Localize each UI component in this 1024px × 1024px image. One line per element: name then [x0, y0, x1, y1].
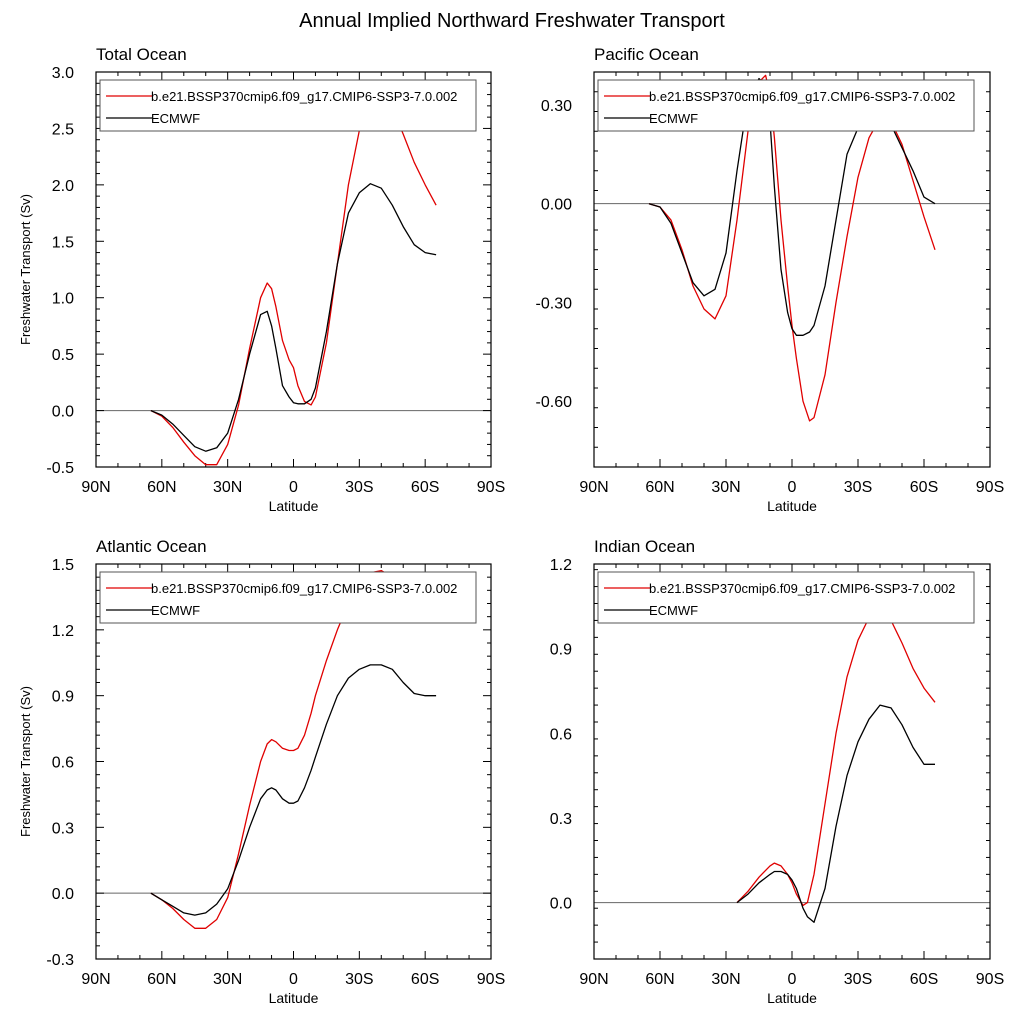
y-tick-label: 1.5	[52, 234, 74, 251]
legend-label: ECMWF	[649, 111, 698, 126]
y-tick-label: 3.0	[52, 65, 74, 82]
x-tick-label: 30N	[213, 971, 242, 988]
y-tick-label: 1.5	[52, 557, 74, 574]
legend: b.e21.BSSP370cmip6.f09_g17.CMIP6-SSP3-7.…	[597, 79, 975, 132]
x-tick-label: 0	[289, 971, 298, 988]
y-axis-label: Freshwater Transport (Sv)	[18, 686, 33, 837]
plot-frame	[95, 563, 492, 960]
legend-label: b.e21.BSSP370cmip6.f09_g17.CMIP6-SSP3-7.…	[649, 581, 955, 596]
legend-box	[597, 571, 975, 624]
plot-frame	[593, 71, 991, 468]
x-tick-label: 90S	[976, 971, 1004, 988]
figure-title: Annual Implied Northward Freshwater Tran…	[299, 10, 725, 32]
y-tick-label: 0.3	[52, 820, 74, 837]
legend-box	[597, 79, 975, 132]
y-tick-label: -0.5	[46, 460, 74, 477]
legend-label: ECMWF	[151, 603, 200, 618]
x-tick-label: 30S	[844, 971, 872, 988]
x-tick-label: 60S	[910, 479, 938, 496]
y-tick-label: 1.2	[52, 623, 74, 640]
panel-title: Indian Ocean	[594, 537, 695, 556]
series-line-ecmwf	[150, 183, 437, 452]
series-line-ecmwf	[736, 704, 935, 923]
x-tick-label: 60N	[645, 971, 674, 988]
x-tick-label: 30S	[345, 971, 373, 988]
y-tick-label: 1.0	[52, 291, 74, 308]
y-tick-label: -0.60	[536, 394, 573, 411]
legend-box	[99, 571, 477, 624]
legend-label: b.e21.BSSP370cmip6.f09_g17.CMIP6-SSP3-7.…	[151, 581, 457, 596]
panel-title: Atlantic Ocean	[96, 537, 207, 556]
chart-panel-1: Total Ocean 90N 60N 30N 0 30S 60S 90S -0.5 0.0 0.5…	[18, 45, 505, 514]
x-tick-label: 30S	[345, 479, 373, 496]
series-line-model	[736, 611, 936, 907]
legend: b.e21.BSSP370cmip6.f09_g17.CMIP6-SSP3-7.…	[99, 571, 477, 624]
x-tick-label: 30S	[844, 479, 872, 496]
y-tick-label: 0.30	[541, 98, 572, 115]
legend: b.e21.BSSP370cmip6.f09_g17.CMIP6-SSP3-7.…	[597, 571, 975, 624]
x-tick-label: 90S	[976, 479, 1004, 496]
legend-label: b.e21.BSSP370cmip6.f09_g17.CMIP6-SSP3-7.…	[649, 89, 955, 104]
x-axis-label: Latitude	[269, 990, 319, 1006]
x-tick-label: 60N	[147, 479, 176, 496]
y-tick-label: 0.0	[52, 404, 74, 421]
y-tick-label: 0.3	[550, 811, 572, 828]
x-tick-label: 0	[788, 971, 797, 988]
x-tick-label: 30N	[711, 479, 740, 496]
x-tick-label: 0	[289, 479, 298, 496]
panel-title: Total Ocean	[96, 45, 187, 64]
chart-panel-2: Pacific Ocean 90N 60N 30N 0 30S 60S 90S -0.60 -0.…	[536, 45, 1005, 514]
x-tick-label: 60S	[910, 971, 938, 988]
y-tick-label: 0.5	[52, 347, 74, 364]
x-axis-label: Latitude	[767, 990, 817, 1006]
legend-label: ECMWF	[151, 111, 200, 126]
x-tick-label: 90N	[579, 479, 608, 496]
x-tick-label: 60N	[645, 479, 674, 496]
x-tick-label: 60S	[411, 971, 439, 988]
y-tick-label: 0.00	[541, 197, 572, 214]
x-axis-label: Latitude	[767, 498, 817, 514]
legend: b.e21.BSSP370cmip6.f09_g17.CMIP6-SSP3-7.…	[99, 79, 477, 132]
x-tick-label: 90N	[81, 479, 110, 496]
y-tick-label: 2.0	[52, 178, 74, 195]
legend-box	[99, 79, 477, 132]
legend-label: b.e21.BSSP370cmip6.f09_g17.CMIP6-SSP3-7.…	[151, 89, 457, 104]
x-tick-label: 90S	[477, 971, 505, 988]
y-axis-label: Freshwater Transport (Sv)	[18, 194, 33, 345]
y-tick-label: 0.6	[550, 726, 572, 743]
x-tick-label: 90N	[579, 971, 608, 988]
x-tick-label: 30N	[711, 971, 740, 988]
y-tick-label: 0.0	[550, 896, 572, 913]
panel-title: Pacific Ocean	[594, 45, 699, 64]
x-axis-label: Latitude	[269, 498, 319, 514]
series-line-model	[150, 569, 437, 929]
legend-label: ECMWF	[649, 603, 698, 618]
series-line-ecmwf	[150, 664, 437, 916]
x-tick-label: 30N	[213, 479, 242, 496]
y-tick-label: 2.5	[52, 121, 74, 138]
plot-frame	[95, 71, 492, 468]
x-tick-label: 60S	[411, 479, 439, 496]
y-tick-label: 1.2	[550, 557, 572, 574]
x-tick-label: 0	[788, 479, 797, 496]
chart-panel-3: Atlantic Ocean 90N 60N 30N 0 30S 60S 90S -0.3 0.0…	[18, 537, 505, 1006]
y-tick-label: 0.6	[52, 755, 74, 772]
x-tick-label: 90S	[477, 479, 505, 496]
y-tick-label: 0.0	[52, 886, 74, 903]
x-tick-label: 90N	[81, 971, 110, 988]
y-tick-label: 0.9	[52, 689, 74, 706]
y-tick-label: -0.3	[46, 952, 74, 969]
plot-frame	[593, 563, 991, 960]
y-tick-label: -0.30	[536, 295, 573, 312]
y-tick-label: 0.9	[550, 642, 572, 659]
x-tick-label: 60N	[147, 971, 176, 988]
chart-panel-4: Indian Ocean 90N 60N 30N 0 30S 60S 90S 0.0 0.3 0.6…	[550, 537, 1004, 1006]
